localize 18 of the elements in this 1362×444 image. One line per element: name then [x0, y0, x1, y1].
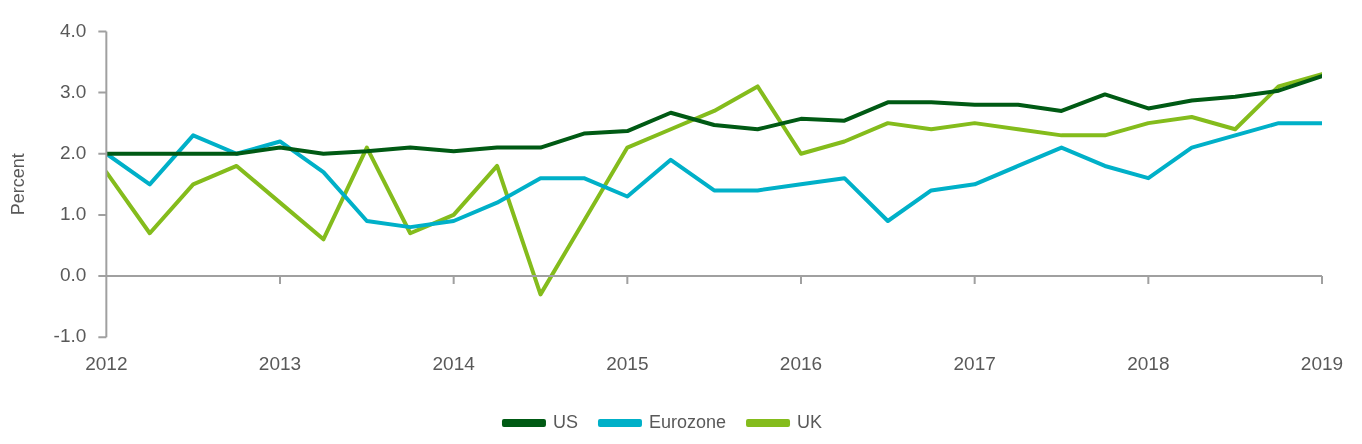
x-tick-label: 2016 [779, 352, 823, 374]
x-tick-label: 2014 [432, 352, 476, 374]
y-tick-label: 4.0 [59, 19, 87, 41]
legend-label: US [552, 411, 578, 432]
y-axis-title: Percent [7, 153, 28, 216]
x-tick-label: 2018 [1127, 352, 1170, 374]
x-tick-label: 2019 [1300, 352, 1344, 374]
x-tick-label: 2012 [85, 352, 128, 374]
legend-label: UK [797, 411, 823, 432]
x-tick-label: 2013 [258, 352, 302, 374]
x-tick-label: 2015 [606, 352, 649, 374]
legend-label: Eurozone [648, 411, 727, 432]
y-tick-label: 3.0 [59, 80, 87, 102]
y-tick-label: 0.0 [59, 264, 87, 286]
y-tick-label: 1.0 [59, 203, 87, 225]
y-tick-label: 2.0 [59, 141, 87, 163]
x-tick-label: 2017 [953, 352, 996, 374]
y-tick-label: -1.0 [53, 325, 87, 347]
